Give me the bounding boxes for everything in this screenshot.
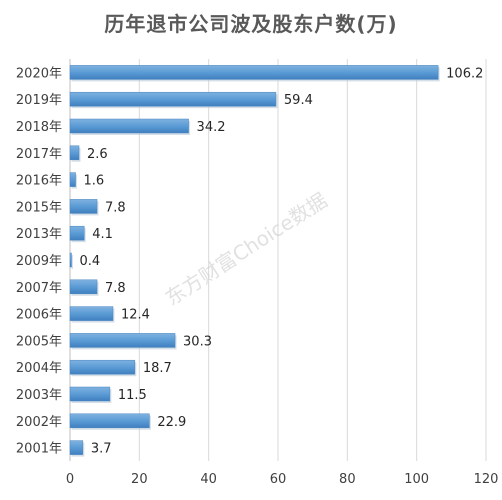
x-tick-label: 80	[339, 472, 356, 487]
category-label: 2004年	[16, 361, 62, 376]
category-label: 2013年	[16, 227, 62, 242]
x-tick-label: 60	[270, 472, 287, 487]
bar	[69, 306, 114, 321]
data-label: 18.7	[143, 361, 172, 376]
data-label: 106.2	[446, 66, 483, 81]
category-label: 2009年	[16, 254, 62, 269]
category-label: 2019年	[16, 93, 62, 108]
x-tick-label: 40	[200, 472, 217, 487]
bar-shadow	[71, 255, 73, 269]
bar	[69, 359, 136, 375]
data-label: 1.6	[84, 174, 105, 189]
data-label: 11.5	[118, 388, 147, 403]
x-tick-label: 100	[404, 472, 429, 487]
data-label: 2.6	[87, 147, 108, 162]
category-label: 2006年	[16, 308, 62, 323]
bar	[69, 440, 84, 455]
category-label: 2007年	[16, 281, 62, 296]
data-label: 7.8	[105, 281, 126, 296]
data-label: 4.1	[92, 227, 113, 242]
x-tick-label: 120	[474, 472, 499, 487]
category-label: 2020年	[16, 66, 62, 81]
watermark: 东方财富Choice数据	[161, 188, 332, 310]
category-label: 2017年	[16, 147, 62, 162]
bar	[69, 333, 176, 348]
data-label: 3.7	[91, 442, 112, 457]
data-label: 30.3	[183, 334, 212, 349]
bar	[69, 91, 277, 107]
category-label: 2002年	[16, 415, 62, 430]
x-tick-label: 0	[66, 472, 74, 487]
data-label: 12.4	[121, 308, 150, 323]
bar	[69, 252, 72, 268]
data-label: 22.9	[157, 415, 186, 430]
data-label: 59.4	[284, 93, 313, 108]
category-label: 2016年	[16, 174, 62, 189]
category-label: 2015年	[16, 200, 62, 215]
bar	[69, 199, 98, 214]
category-label: 2003年	[16, 388, 62, 403]
chart-title: 历年退市公司波及股东户数(万)	[104, 12, 398, 36]
category-label: 2018年	[16, 120, 62, 135]
category-label: 2001年	[16, 442, 62, 457]
x-tick-label: 20	[131, 472, 148, 487]
data-label: 0.4	[80, 254, 101, 269]
bar	[69, 172, 76, 187]
bar	[69, 118, 189, 134]
bar	[69, 413, 150, 429]
bar	[69, 279, 98, 295]
data-label: 34.2	[197, 120, 226, 135]
bar	[69, 145, 80, 161]
bar	[69, 65, 439, 80]
bar	[69, 225, 85, 241]
data-label: 7.8	[105, 200, 126, 215]
category-label: 2005年	[16, 334, 62, 349]
bar	[69, 386, 111, 402]
